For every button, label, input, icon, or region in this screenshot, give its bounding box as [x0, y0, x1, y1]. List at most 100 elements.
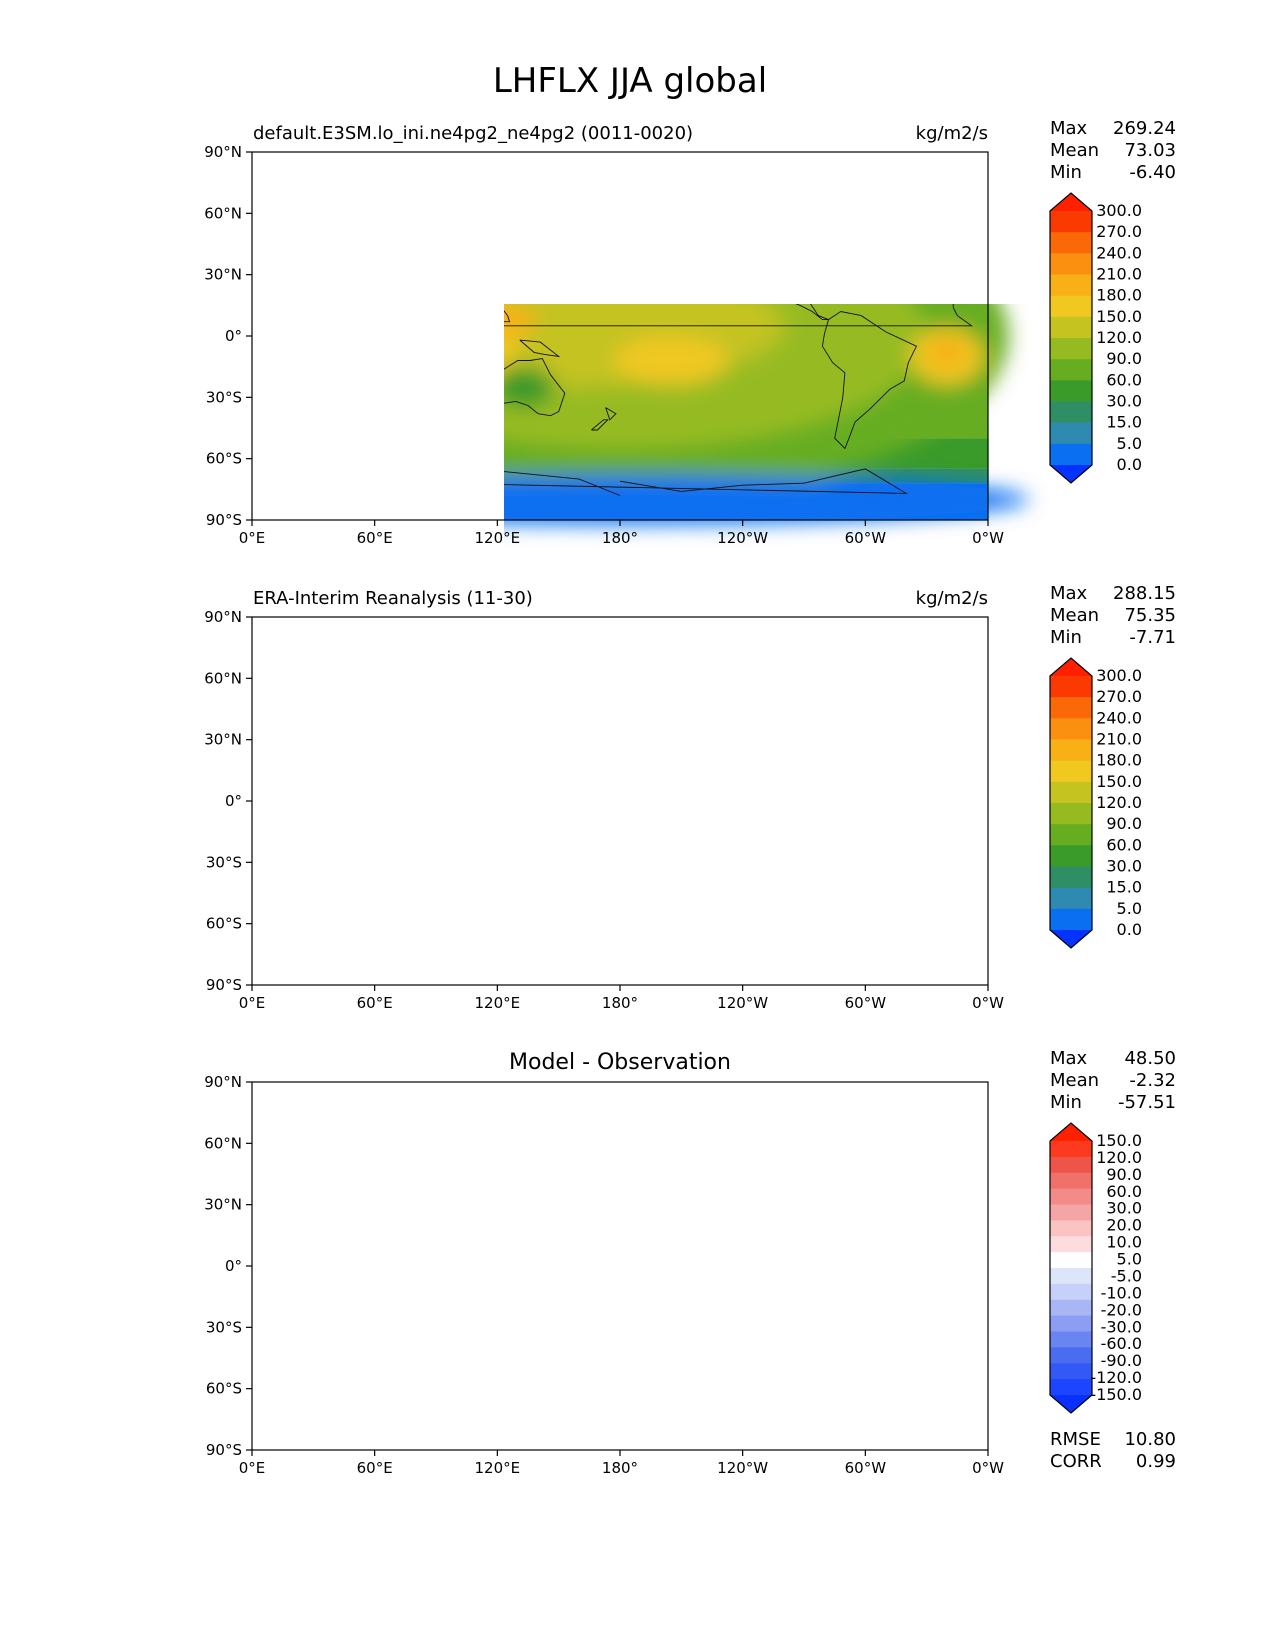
field-region — [579, 1231, 722, 1280]
coastline — [519, 339, 561, 358]
colorbar-segment — [1050, 697, 1092, 719]
coastline — [504, 358, 566, 417]
colorbar-segment — [1050, 845, 1092, 867]
coastline — [520, 1270, 559, 1286]
field-region — [354, 1276, 395, 1296]
field-region — [232, 637, 1009, 964]
colorbar-segment — [1050, 1252, 1092, 1269]
x-tick-label: 120°W — [717, 994, 768, 1012]
colorbar-label: 90.0 — [1106, 349, 1142, 368]
stat-label: Mean — [1050, 140, 1099, 161]
y-tick-label: 30°S — [206, 1318, 242, 1336]
colorbar-label: 300.0 — [1096, 666, 1142, 685]
colorbar-outline — [1049, 192, 1093, 484]
field-region — [504, 366, 555, 408]
field-region — [313, 1143, 436, 1204]
field-region — [878, 668, 927, 688]
y-tick-label: 30°N — [204, 266, 242, 284]
coastline — [645, 1117, 874, 1250]
field-region — [344, 766, 508, 856]
stat-value: 288.15 — [1113, 583, 1176, 604]
y-tick-label: 90°S — [206, 1441, 242, 1459]
colorbar-segment — [1050, 1299, 1092, 1317]
colorbar-segment — [1050, 1283, 1092, 1301]
coastline — [483, 824, 565, 881]
colorbar-label: 5.0 — [1117, 434, 1142, 453]
stat-value: 75.35 — [1124, 605, 1176, 626]
colorbar-label: 240.0 — [1096, 708, 1142, 727]
metrics-diff: RMSE 10.80 CORR 0.99 — [1050, 1429, 1176, 1472]
colorbar-label: 270.0 — [1096, 222, 1142, 241]
field-region — [504, 305, 518, 367]
colorbar-diff: -150.0-120.0-90.0-60.0-30.0-20.0-10.0-5.… — [1049, 1122, 1142, 1414]
x-tick-label: 60°W — [845, 1459, 887, 1477]
coastline — [446, 326, 469, 349]
field-region — [910, 793, 984, 850]
stat-value: 48.50 — [1124, 1048, 1176, 1069]
x-tick-label: 120°W — [717, 1459, 768, 1477]
coastline — [342, 1297, 354, 1317]
colorbar-label: 150.0 — [1096, 307, 1142, 326]
colorbar-segment — [1050, 274, 1092, 297]
colorbar-outline — [1049, 1122, 1093, 1414]
coastline — [446, 1256, 469, 1279]
coastline — [845, 631, 947, 678]
coastline — [520, 805, 559, 821]
colorbar-label: -60.0 — [1101, 1334, 1142, 1353]
colorbar-label: 5.0 — [1117, 899, 1142, 918]
colorbar-label: 30.0 — [1106, 1199, 1142, 1218]
coastline — [252, 934, 906, 961]
field-region — [831, 1276, 880, 1378]
field-region — [497, 1241, 599, 1290]
colorbar-segment — [1050, 1331, 1092, 1348]
x-tick-label: 120°E — [475, 529, 521, 547]
colorbar-extend-bottom — [1050, 930, 1092, 948]
field-region — [921, 1274, 954, 1299]
colorbar-segment — [1050, 253, 1092, 275]
field-band — [252, 948, 988, 985]
colorbar-segment — [1050, 1236, 1092, 1253]
coastline — [822, 777, 916, 914]
y-tick-label: 0° — [225, 1257, 242, 1275]
coastline — [254, 1147, 982, 1163]
colorbar-label: 300.0 — [1096, 201, 1142, 220]
field-region — [878, 203, 927, 223]
panel-left-title: default.E3SM.lo_ini.ne4pg2_ne4pg2 (0011-… — [253, 123, 693, 144]
colorbar-segment — [1050, 359, 1092, 381]
x-tick-label: 180° — [602, 1459, 638, 1477]
field-region — [504, 305, 537, 334]
colorbar-label: 30.0 — [1106, 857, 1142, 876]
field-band — [252, 617, 988, 658]
x-tick-label: 60°E — [357, 1459, 393, 1477]
coastline — [497, 1229, 509, 1252]
stat-label: Mean — [1050, 1070, 1099, 1091]
colorbar-segment — [1050, 1347, 1092, 1364]
x-tick-label: 180° — [602, 994, 638, 1012]
field-region — [600, 801, 723, 850]
colorbar-label: 120.0 — [1096, 1148, 1142, 1167]
colorbar-label: 180.0 — [1096, 751, 1142, 770]
figure-title: LHFLX JJA global — [493, 61, 767, 101]
y-tick-label: 90°S — [206, 511, 242, 529]
colorbar-extend-top — [1050, 193, 1092, 211]
field-region — [508, 1291, 651, 1365]
colorbar-label: 120.0 — [1096, 328, 1142, 347]
colorbar-segment — [1050, 1141, 1092, 1158]
colorbar-label: 120.0 — [1096, 793, 1142, 812]
colorbar-segment — [1050, 211, 1092, 233]
stat-label: Min — [1050, 1092, 1082, 1113]
y-tick-label: 90°N — [204, 608, 242, 626]
coastline — [645, 652, 874, 785]
coastline — [939, 1131, 960, 1137]
stat-label: CORR — [1050, 1451, 1102, 1472]
colorbar-label: -20.0 — [1101, 1300, 1142, 1319]
colorbar-label: 210.0 — [1096, 730, 1142, 749]
coastline — [446, 791, 469, 814]
colorbar-label: 60.0 — [1106, 1182, 1142, 1201]
colorbar-segment — [1050, 676, 1092, 698]
field-region — [334, 729, 784, 852]
stat-label: Min — [1050, 162, 1082, 183]
field-region — [926, 338, 968, 367]
colorbar-segment — [1050, 739, 1092, 762]
colorbar-segment — [1050, 232, 1092, 254]
